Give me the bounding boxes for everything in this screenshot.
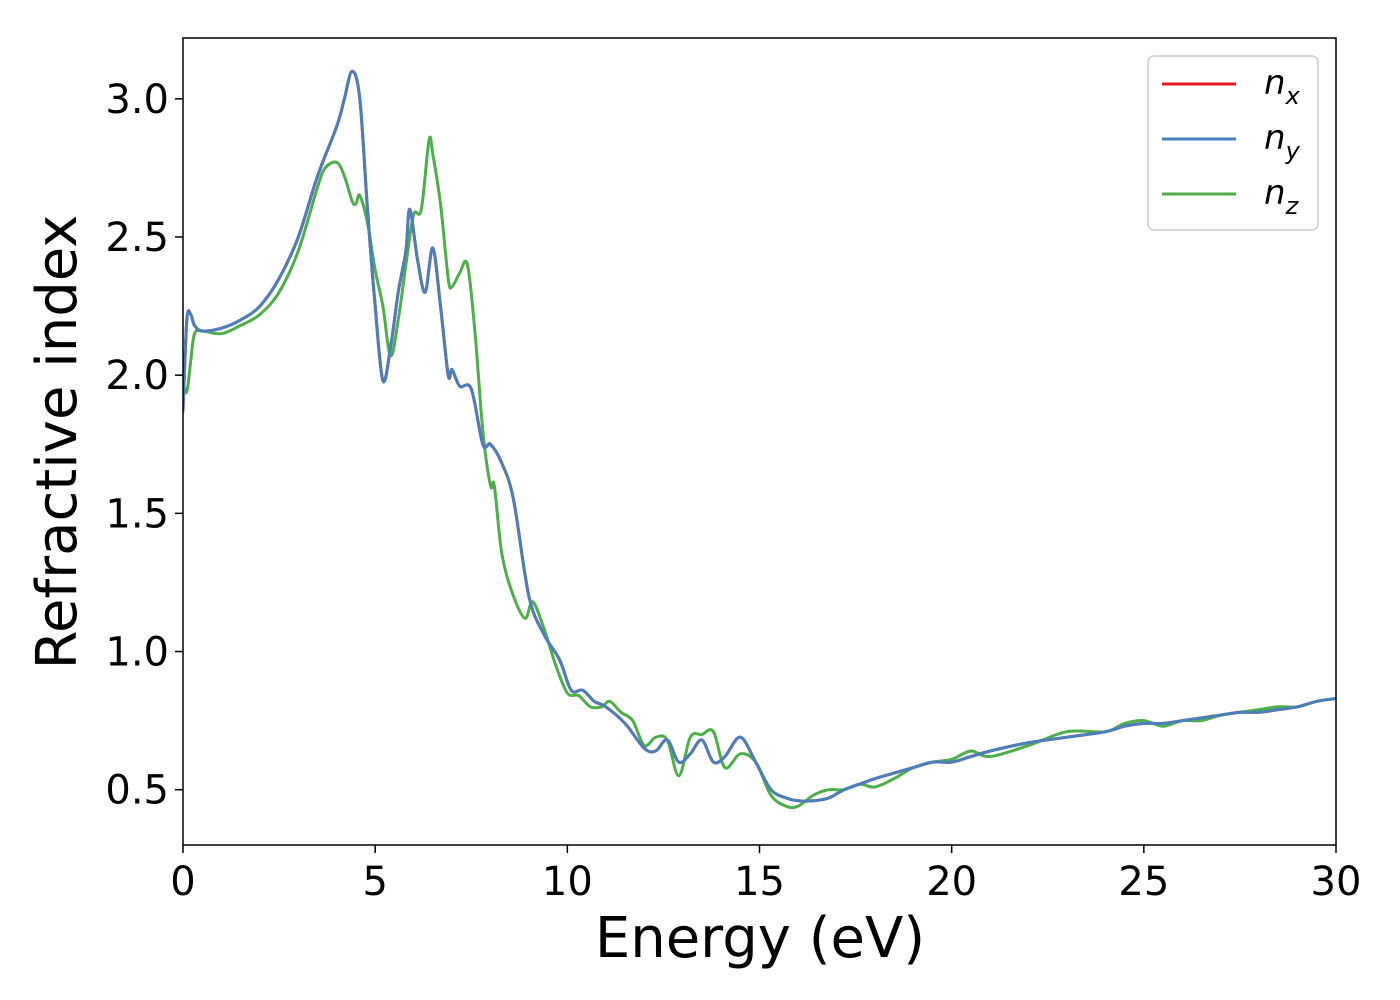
y-axis: 0.5 1.0 1.5 2.0 2.5 3.0 (105, 77, 183, 814)
series-line-nz (183, 135, 1336, 810)
y-tick-label: 3.0 (105, 77, 169, 123)
y-tick-label: 2.5 (105, 215, 169, 261)
series-layer (183, 69, 1336, 810)
series-line-ny (183, 69, 1336, 803)
x-tick-label: 5 (362, 859, 387, 905)
legend-label-ny: ny (1264, 118, 1301, 165)
legend-label-nz: nz (1264, 173, 1300, 220)
y-axis-label: Refractive index (25, 215, 90, 670)
x-tick-label: 0 (170, 859, 195, 905)
x-tick-label: 30 (1311, 859, 1362, 905)
legend-label-nx: nx (1264, 63, 1301, 110)
x-axis: 0 5 10 15 20 25 30 (170, 845, 1361, 905)
y-tick-label: 0.5 (105, 768, 169, 814)
x-tick-label: 10 (542, 859, 593, 905)
x-tick-label: 15 (734, 859, 785, 905)
legend: nx ny nz (1147, 55, 1319, 231)
legend-box (1147, 55, 1319, 231)
y-tick-label: 2.0 (105, 353, 169, 399)
y-tick-label: 1.5 (105, 491, 169, 537)
x-axis-label: Energy (eV) (595, 906, 925, 971)
x-tick-label: 20 (926, 859, 977, 905)
y-tick-label: 1.0 (105, 630, 169, 676)
x-tick-label: 25 (1118, 859, 1169, 905)
